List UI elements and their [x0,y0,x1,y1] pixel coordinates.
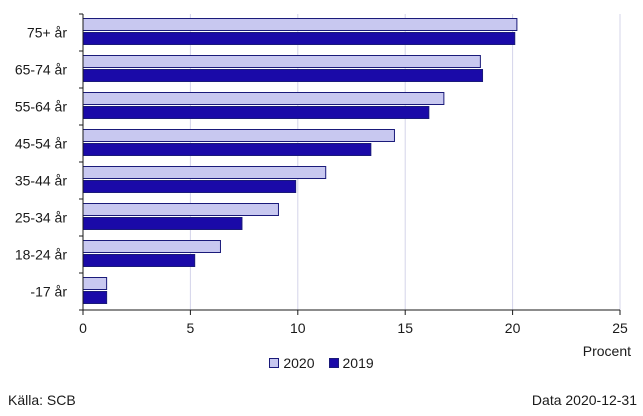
x-tick-label-25: 25 [612,320,628,336]
bar-2019-7 [82,291,108,304]
legend-swatch-2019 [328,358,339,368]
bar-2020-6 [82,240,221,253]
bar-2020-0 [82,18,518,31]
bar-2020-3 [82,129,395,142]
bar-2019-0 [82,32,516,45]
bar-2019-1 [82,69,484,82]
category-label-2: 55-64 år [15,99,67,115]
legend-item-2019: 2019 [328,355,374,371]
legend-item-2020: 2020 [269,355,315,371]
category-label-5: 25-34 år [15,210,67,226]
legend-label-2019: 2019 [342,355,374,371]
x-tick-label-10: 10 [290,320,306,336]
category-label-3: 45-54 år [15,136,67,152]
category-label-7: -17 år [30,284,67,300]
bar-2020-1 [82,55,481,68]
source-note: Källa: SCB [8,392,76,408]
bar-2019-3 [82,143,372,156]
x-tick-label-5: 5 [187,320,195,336]
bar-2019-2 [82,106,430,119]
x-tick-label-0: 0 [79,320,87,336]
data-date: Data 2020-12-31 [531,392,637,408]
category-label-0: 75+ år [27,25,67,41]
bar-2019-4 [82,180,297,193]
bar-2020-2 [82,92,445,105]
bar-2020-7 [82,277,108,290]
category-label-6: 18-24 år [15,247,67,263]
bar-2019-5 [82,217,243,230]
category-label-1: 65-74 år [15,62,67,78]
legend-swatch-2020 [269,358,280,368]
bar-2019-6 [82,254,196,267]
x-tick-label-20: 20 [505,320,521,336]
bar-2020-4 [82,166,327,179]
legend: 2020 2019 [0,355,643,371]
category-label-4: 35-44 år [15,173,67,189]
legend-label-2020: 2020 [283,355,315,371]
bar-2020-5 [82,203,279,216]
x-tick-label-15: 15 [397,320,413,336]
x-axis-label: Procent [582,343,631,359]
